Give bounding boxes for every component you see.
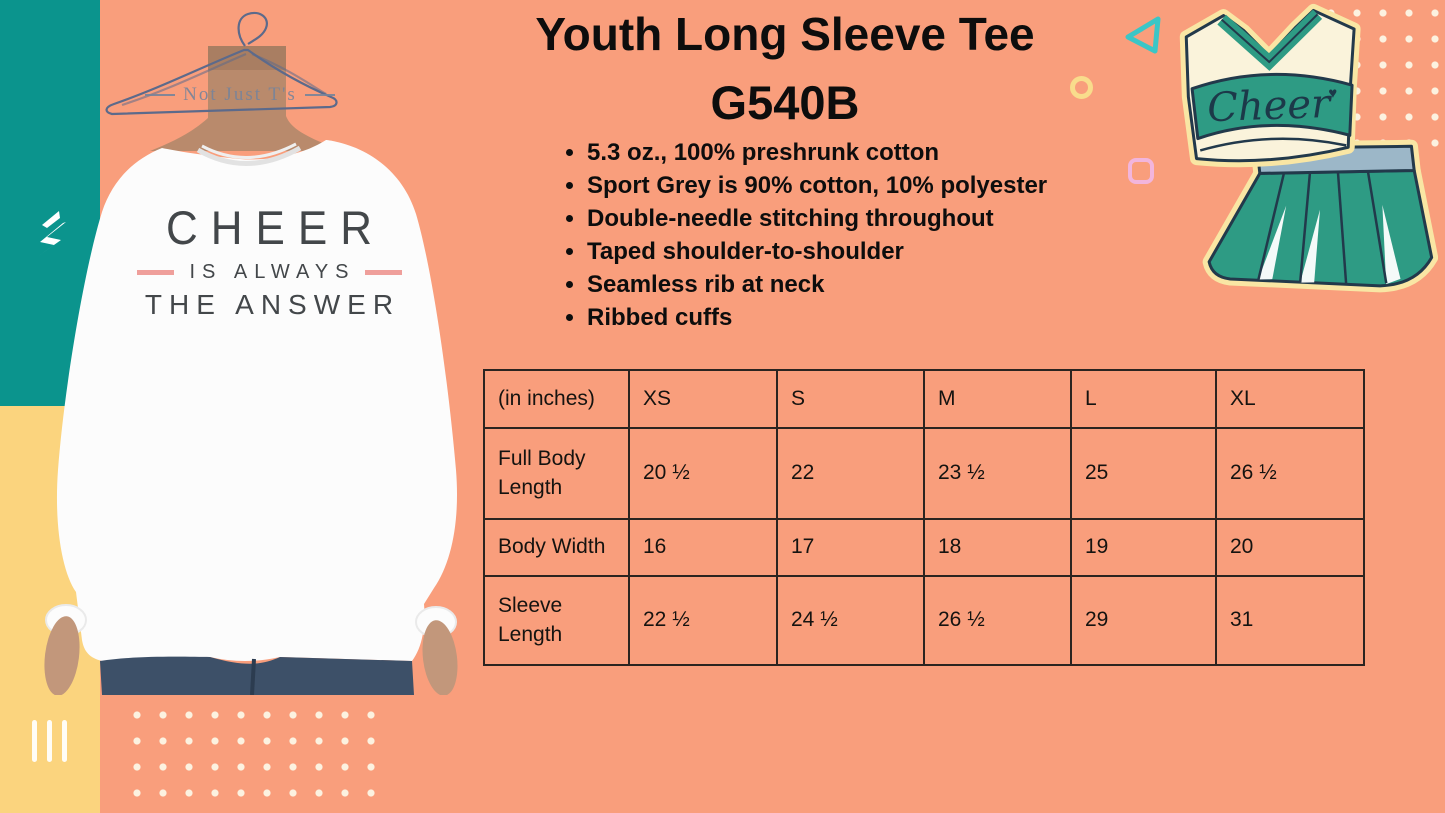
triangle-outline-icon [1125, 16, 1161, 54]
watermark-text: Not Just T's [183, 84, 297, 105]
page-title: Youth Long Sleeve Tee G540B [455, 8, 1115, 129]
design-rule-right [364, 270, 402, 275]
bar [47, 720, 52, 762]
size-value-cell: 24 ½ [776, 575, 925, 666]
cheer-top: Cheer ♥ [1179, 3, 1361, 168]
size-col-header: L [1070, 369, 1217, 429]
tee-collar [196, 145, 302, 166]
jeans [100, 656, 414, 695]
circle-outline-icon [1070, 76, 1093, 99]
product-code: G540B [710, 75, 860, 129]
size-value-cell: 26 ½ [923, 575, 1072, 666]
size-value-cell: 20 [1215, 518, 1365, 577]
size-value-cell: 16 [628, 518, 778, 577]
size-col-header: M [923, 369, 1072, 429]
product-photo: Not Just T's CHEER IS ALWAYS THE ANSWER [40, 0, 458, 695]
bar [32, 720, 37, 762]
size-value-cell: 31 [1215, 575, 1365, 666]
right-hand [422, 620, 458, 695]
size-chart-row: Sleeve Length 22 ½ 24 ½ 26 ½ 29 31 [483, 575, 1365, 666]
design-line1: CHEER [165, 202, 386, 255]
size-chart-header-row: (in inches) XS S M L XL [483, 369, 1365, 429]
shirt-design: CHEER IS ALWAYS THE ANSWER [136, 202, 402, 321]
unit-label-cell: (in inches) [483, 369, 630, 429]
size-value-cell: 17 [776, 518, 925, 577]
watermark: Not Just T's [95, 84, 385, 106]
size-value-cell: 22 [776, 427, 925, 520]
size-chart-table: (in inches) XS S M L XL Full Body Length… [483, 369, 1365, 666]
watermark-dash [145, 94, 176, 96]
model-neck [150, 46, 342, 151]
size-chart-row: Body Width 16 17 18 19 20 [483, 518, 1365, 577]
size-value-cell: 23 ½ [923, 427, 1072, 520]
size-chart-row: Full Body Length 20 ½ 22 23 ½ 25 26 ½ [483, 427, 1365, 520]
row-label-cell: Sleeve Length [483, 575, 630, 666]
size-value-cell: 26 ½ [1215, 427, 1365, 520]
heart-icon: ♥ [1328, 85, 1338, 102]
three-bars-icon [32, 720, 67, 762]
feature-item: Taped shoulder-to-shoulder [587, 240, 1123, 264]
square-outline-icon [1128, 158, 1154, 184]
size-value-cell: 19 [1070, 518, 1217, 577]
design-rule-left [136, 270, 174, 275]
feature-item: Ribbed cuffs [587, 306, 1123, 330]
hanger-icon [105, 11, 338, 116]
row-label-cell: Full Body Length [483, 427, 630, 520]
size-value-cell: 29 [1070, 575, 1217, 666]
watermark-dash [304, 94, 335, 96]
product-features-list: 5.3 oz., 100% preshrunk cotton Sport Gre… [563, 141, 1123, 339]
product-title: Youth Long Sleeve Tee [535, 8, 1035, 60]
size-col-header: S [776, 369, 925, 429]
design-line3: THE ANSWER [144, 289, 401, 320]
dots-pattern-bottom-left [124, 702, 386, 804]
feature-item: Double-needle stitching throughout [587, 207, 1123, 231]
brand-zigzag-icon [37, 211, 66, 257]
row-label-cell: Body Width [483, 518, 630, 577]
size-col-header: XL [1215, 369, 1365, 429]
feature-item: 5.3 oz., 100% preshrunk cotton [587, 141, 1123, 165]
left-hand [44, 616, 80, 695]
cheer-script-text: Cheer [1207, 81, 1334, 131]
size-col-header: XS [628, 369, 778, 429]
design-line2: IS ALWAYS [189, 261, 356, 283]
feature-item: Seamless rib at neck [587, 273, 1123, 297]
size-value-cell: 20 ½ [628, 427, 778, 520]
size-value-cell: 25 [1070, 427, 1217, 520]
size-value-cell: 22 ½ [628, 575, 778, 666]
bar [62, 720, 67, 762]
cheer-outfit-illustration: Cheer ♥ [1179, 3, 1438, 293]
size-value-cell: 18 [923, 518, 1072, 577]
feature-item: Sport Grey is 90% cotton, 10% polyester [587, 174, 1123, 198]
